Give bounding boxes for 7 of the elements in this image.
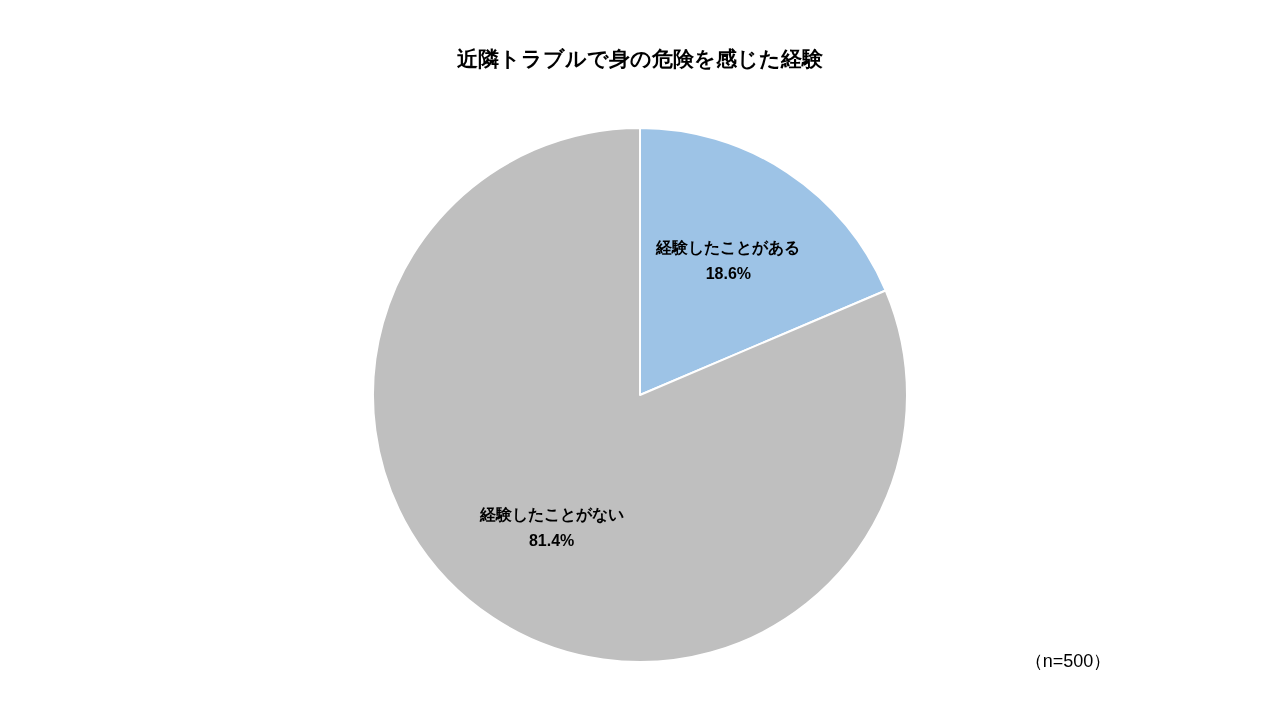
data-label: 81.4%: [528, 531, 575, 549]
text: （n=500）: [1024, 650, 1112, 671]
slice-label: 経験したことがある: [655, 238, 801, 257]
chart-title: 近隣トラブルで身の危険を感じた経験: [456, 46, 824, 70]
pie-slice: [372, 127, 908, 663]
data-label: 18.6%: [705, 264, 752, 282]
slice-label: 経験したことがない: [478, 505, 624, 524]
